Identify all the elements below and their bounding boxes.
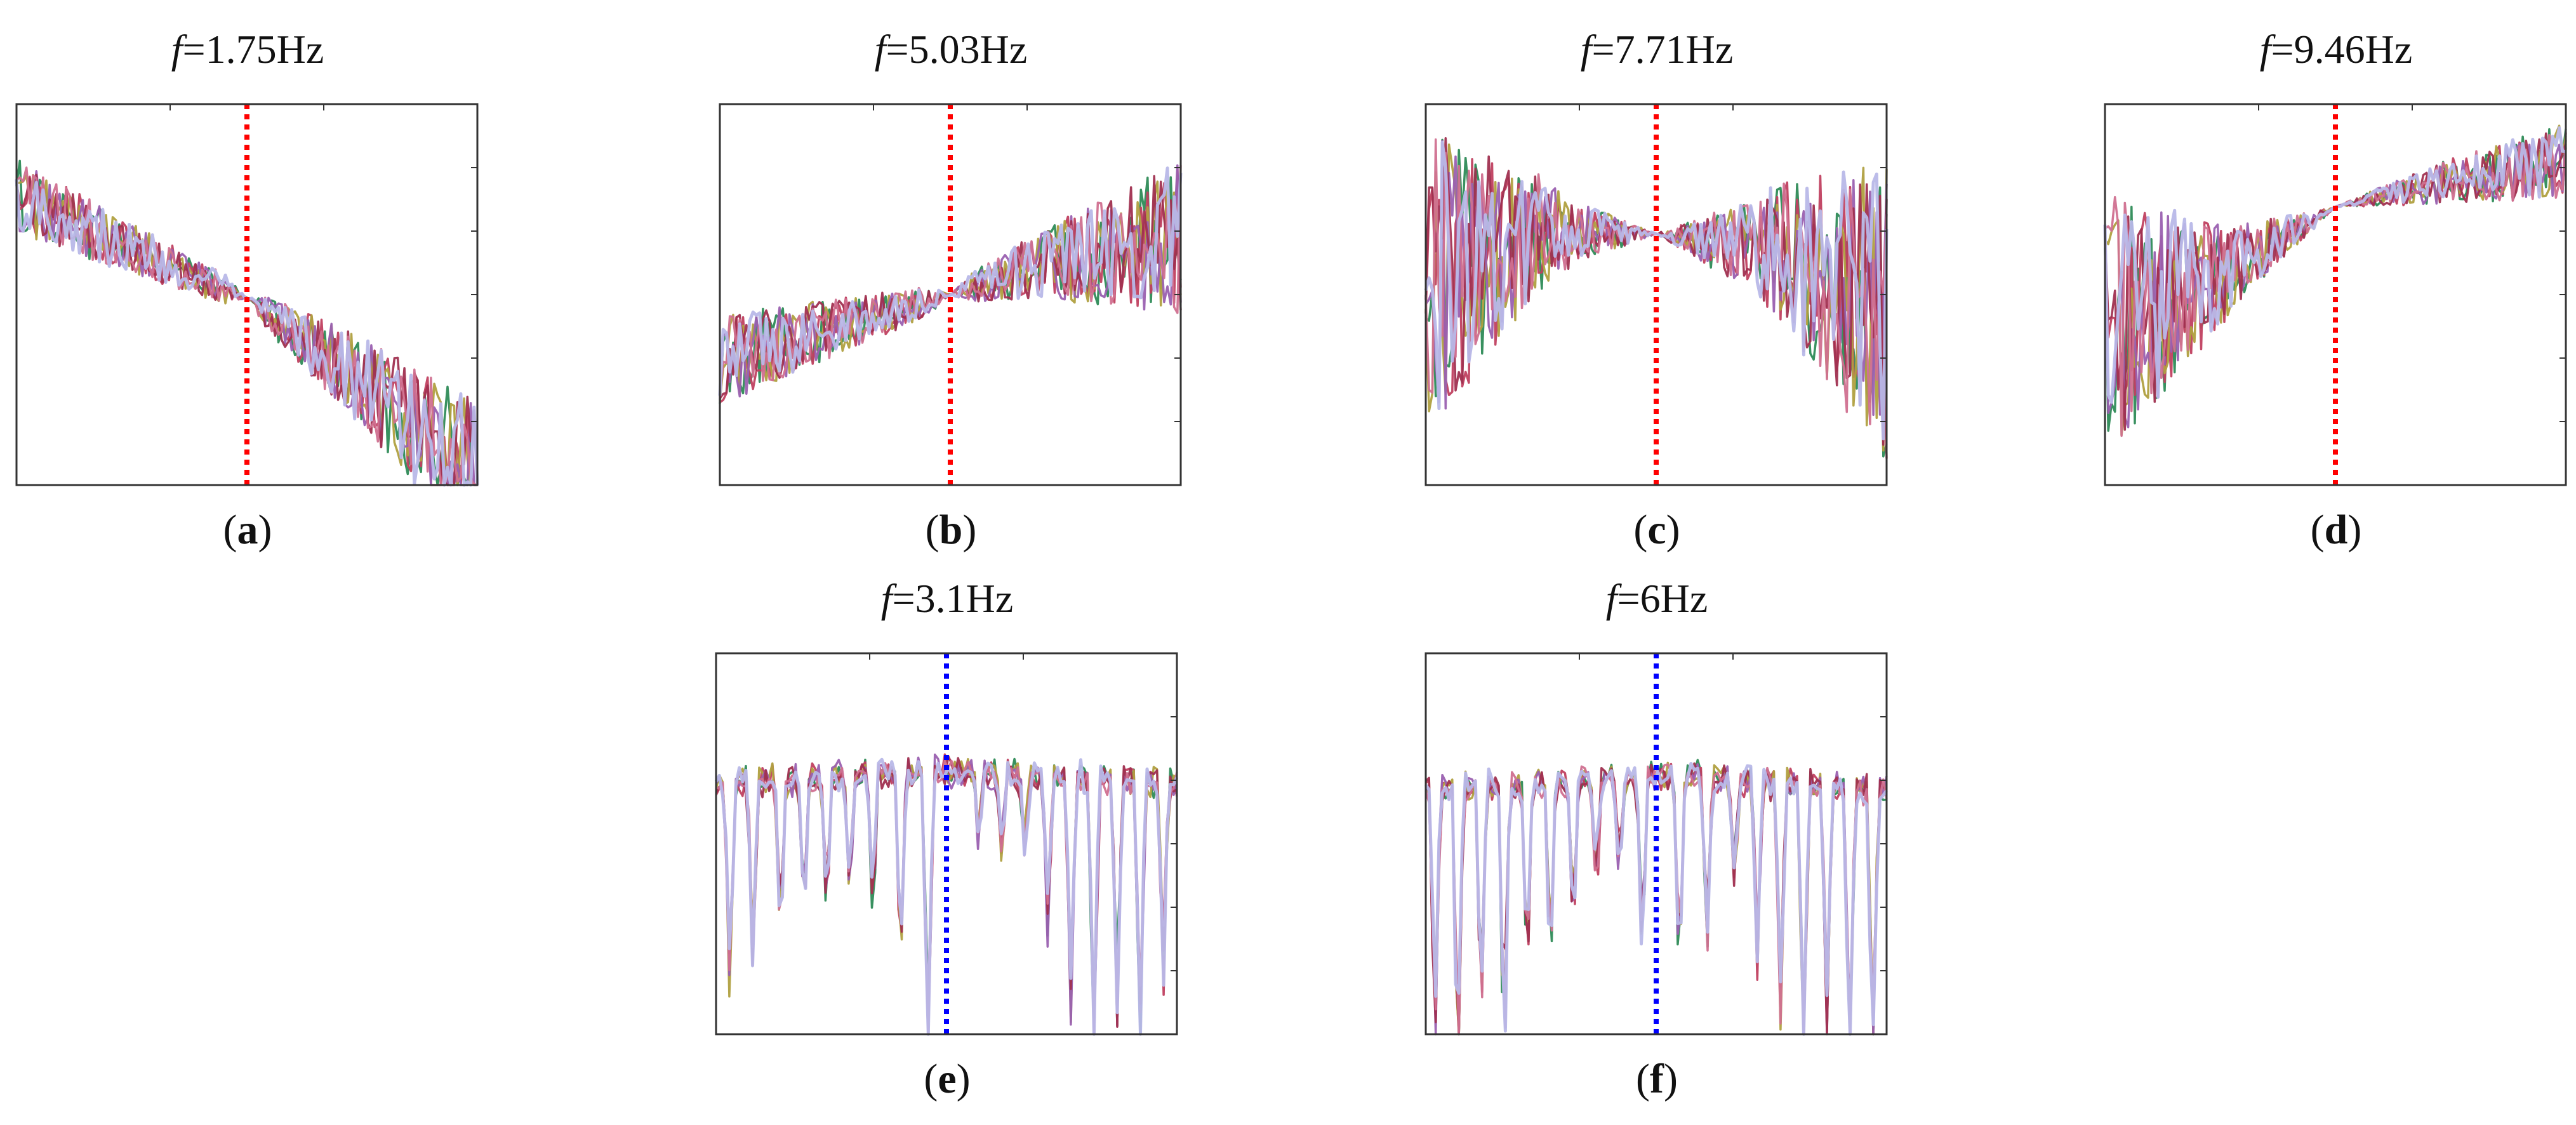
subplot-e-plot (712, 651, 1182, 1038)
subplot-f-title: f=6Hz (1422, 575, 1892, 623)
subplot-a-series-6 (17, 168, 477, 485)
subplot-a-plot (13, 102, 482, 489)
subplot-f-plot (1422, 651, 1892, 1038)
subplot-e: f=3.1Hz (e) (712, 575, 1182, 1121)
subplot-d-caption: (d) (2101, 505, 2571, 556)
subplot-c: f=7.71Hz (c) (1422, 25, 1892, 571)
subplot-d-plot (2101, 102, 2571, 489)
subplot-e-caption: (e) (712, 1054, 1182, 1105)
subplot-b: f=5.03Hz (b) (716, 25, 1186, 571)
subplot-c-caption: (c) (1422, 505, 1892, 556)
subplot-f-axes-frame (1426, 653, 1887, 1034)
subplot-b-caption: (b) (716, 505, 1186, 556)
subplot-f-caption: (f) (1422, 1054, 1892, 1105)
subplot-b-title: f=5.03Hz (716, 25, 1186, 74)
subplot-a-caption: (a) (13, 505, 482, 556)
subplot-c-title: f=7.71Hz (1422, 25, 1892, 74)
subplot-a: f=1.75Hz (a) (13, 25, 482, 571)
subplot-d: f=9.46Hz (d) (2101, 25, 2571, 571)
subplot-e-title: f=3.1Hz (712, 575, 1182, 623)
subplot-c-plot (1422, 102, 1892, 489)
subplot-f: f=6Hz (f) (1422, 575, 1892, 1121)
subplot-b-plot (716, 102, 1186, 489)
subplot-a-title: f=1.75Hz (13, 25, 482, 74)
subplot-d-title: f=9.46Hz (2101, 25, 2571, 74)
